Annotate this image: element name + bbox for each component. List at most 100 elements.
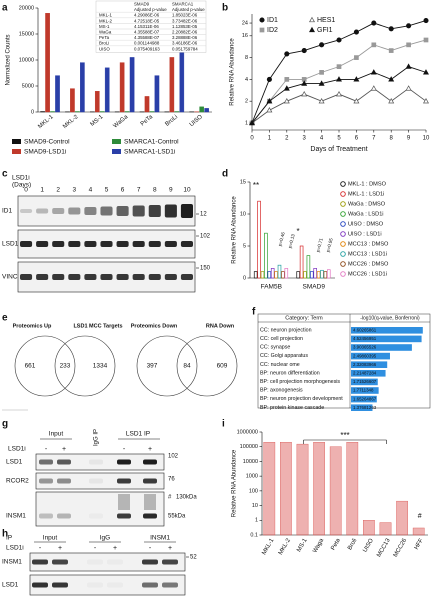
x-tick-label: Broli	[347, 538, 358, 551]
band	[89, 459, 103, 465]
y-tick-label: 8	[245, 55, 248, 61]
table-cell: MS-1	[99, 24, 110, 29]
band	[100, 206, 113, 216]
sign: -	[149, 545, 152, 552]
point	[388, 48, 394, 53]
band	[148, 205, 161, 217]
band	[100, 274, 113, 280]
x-tick-label: UISO	[189, 114, 204, 128]
venn-circle	[14, 335, 76, 397]
table-header: SMARCA1	[172, 1, 194, 6]
bar	[45, 12, 50, 113]
venn-count: 1334	[93, 363, 108, 370]
band	[57, 513, 71, 519]
bar	[351, 395, 377, 403]
panel-label: i	[222, 419, 225, 430]
band	[39, 513, 53, 519]
band	[116, 274, 129, 280]
bar	[263, 442, 276, 536]
band	[39, 459, 53, 465]
point	[388, 97, 395, 104]
x-tick-label: Peta	[330, 537, 342, 551]
sign: -	[123, 446, 126, 453]
point	[388, 76, 395, 82]
legend-label: SMARCA1-Control	[124, 139, 179, 146]
bar	[303, 271, 307, 279]
legend-label: HES1	[317, 17, 335, 24]
bar	[346, 442, 359, 536]
legend-swatch	[112, 139, 121, 144]
point	[405, 63, 412, 69]
row-label: LSD1	[2, 582, 19, 589]
bar	[104, 67, 110, 113]
venn-title: LSD1 MCC Targets	[73, 323, 122, 329]
band	[100, 241, 113, 247]
band	[52, 559, 68, 565]
table-cell: 4.35588E-07	[134, 29, 160, 34]
panel-label: c	[2, 169, 8, 180]
band	[143, 513, 157, 519]
x-tick-label: MKL-1	[261, 537, 275, 556]
annotation: p=0.46	[277, 231, 286, 246]
bar	[320, 269, 324, 279]
value-label: 4.52456951	[353, 336, 377, 341]
annotation: *	[296, 227, 299, 236]
term-label: CC: cell projection	[260, 336, 303, 342]
sign: +	[168, 545, 172, 552]
marker-label: 102	[168, 454, 179, 460]
legend-marker	[340, 181, 346, 187]
bar	[412, 527, 425, 536]
term-label: BP: protein kinase cascade	[260, 405, 324, 411]
venn-circle	[54, 335, 116, 397]
table-cell: 3.73482E-06	[172, 18, 198, 23]
x-tick-label: MKL-2	[62, 114, 80, 130]
bar	[299, 245, 304, 279]
blot-label: LSD1i	[12, 175, 30, 182]
marker-label: 150	[200, 266, 211, 272]
legend-label: WaGa : LSD1i	[348, 211, 384, 217]
bar	[296, 271, 300, 279]
legend-marker	[340, 201, 346, 207]
lane-label: 7	[137, 187, 141, 194]
point	[283, 85, 290, 91]
point	[423, 69, 429, 75]
legend-label: MKL-1 : DMSO	[348, 181, 387, 187]
band	[68, 207, 81, 215]
table-subheader: Adjusted p-value	[172, 7, 205, 12]
band	[107, 582, 123, 588]
band	[116, 241, 129, 247]
bar	[284, 268, 289, 279]
y-tick-label: 1000000	[237, 429, 258, 435]
point	[301, 90, 308, 97]
band	[89, 478, 103, 484]
point	[405, 85, 412, 91]
venn-count: 661	[25, 363, 36, 370]
band	[117, 459, 131, 465]
bar	[277, 264, 282, 279]
band	[52, 241, 65, 247]
band	[36, 208, 49, 214]
x-tick-label: 0	[250, 136, 254, 142]
legend-marker	[340, 191, 346, 197]
bar	[144, 96, 150, 113]
band	[20, 274, 33, 280]
column-label: IgG IP	[94, 429, 100, 446]
y-tick-label: 2	[245, 99, 248, 105]
point	[354, 55, 359, 60]
band	[87, 582, 103, 588]
x-tick-label: MKL-2	[278, 537, 292, 556]
legend-swatch	[12, 149, 21, 154]
legend-label: MCC13 : DMSO	[348, 241, 389, 247]
table-cell: 0.051759784	[172, 46, 198, 51]
table-cell: 2.20882E-06	[172, 29, 198, 34]
bar	[323, 271, 328, 279]
bar	[99, 111, 105, 113]
y-tick-label: 10000	[243, 459, 258, 465]
point	[319, 42, 325, 48]
y-tick-label: 10	[252, 503, 258, 509]
legend-label: SMARCA1-LSD1i	[124, 149, 175, 156]
row-label: LSD1	[6, 459, 23, 466]
panel-label: e	[2, 313, 8, 324]
bar	[329, 446, 342, 536]
term-label: BP: cell projection morphogenesis	[260, 379, 340, 385]
